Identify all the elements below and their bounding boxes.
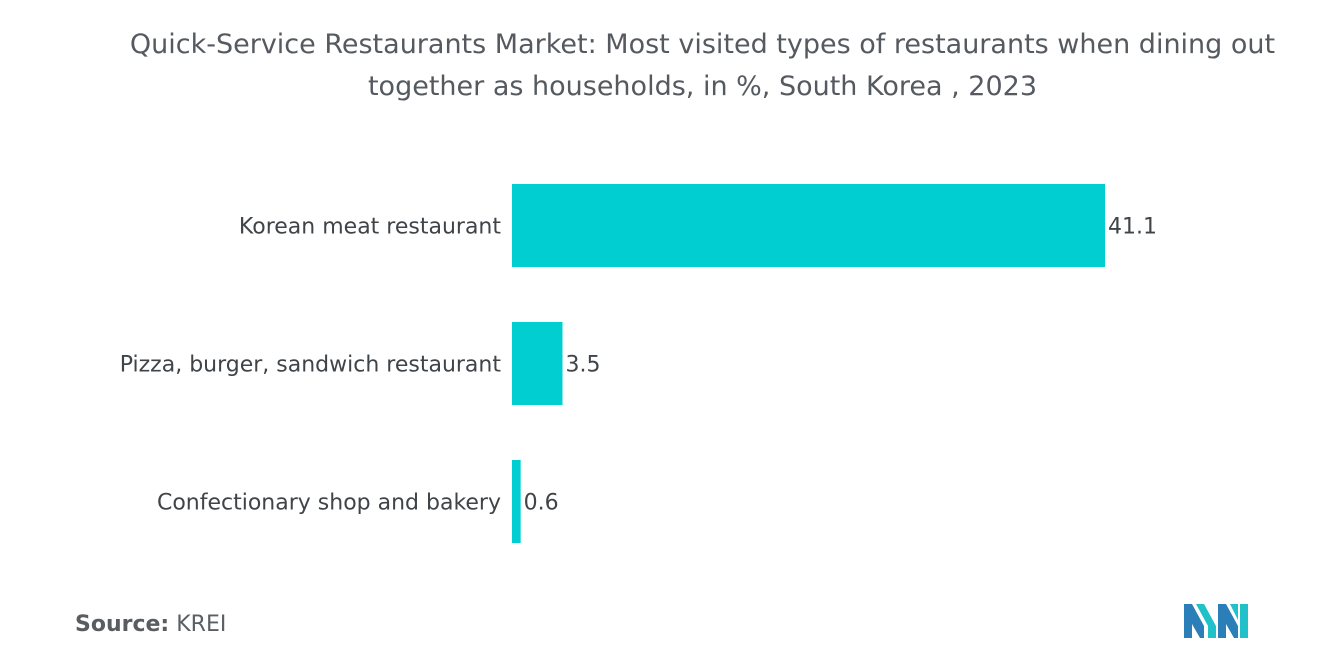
category-label: Confectionary shop and bakery (157, 491, 501, 516)
chart-title: Quick-Service Restaurants Market: Most v… (129, 29, 1276, 102)
value-label: 41.1 (1108, 215, 1157, 240)
bar (512, 322, 563, 405)
value-label: 3.5 (565, 353, 600, 378)
bar (512, 184, 1105, 267)
source-note: Source: KREI (75, 612, 226, 637)
category-label: Korean meat restaurant (239, 215, 501, 240)
mordor-intelligence-logo-icon (1184, 604, 1248, 638)
bar (512, 460, 521, 543)
category-label: Pizza, burger, sandwich restaurant (120, 353, 502, 378)
source-value: KREI (176, 612, 227, 637)
value-label: 0.6 (524, 491, 559, 516)
source-label: Source: (75, 612, 170, 637)
